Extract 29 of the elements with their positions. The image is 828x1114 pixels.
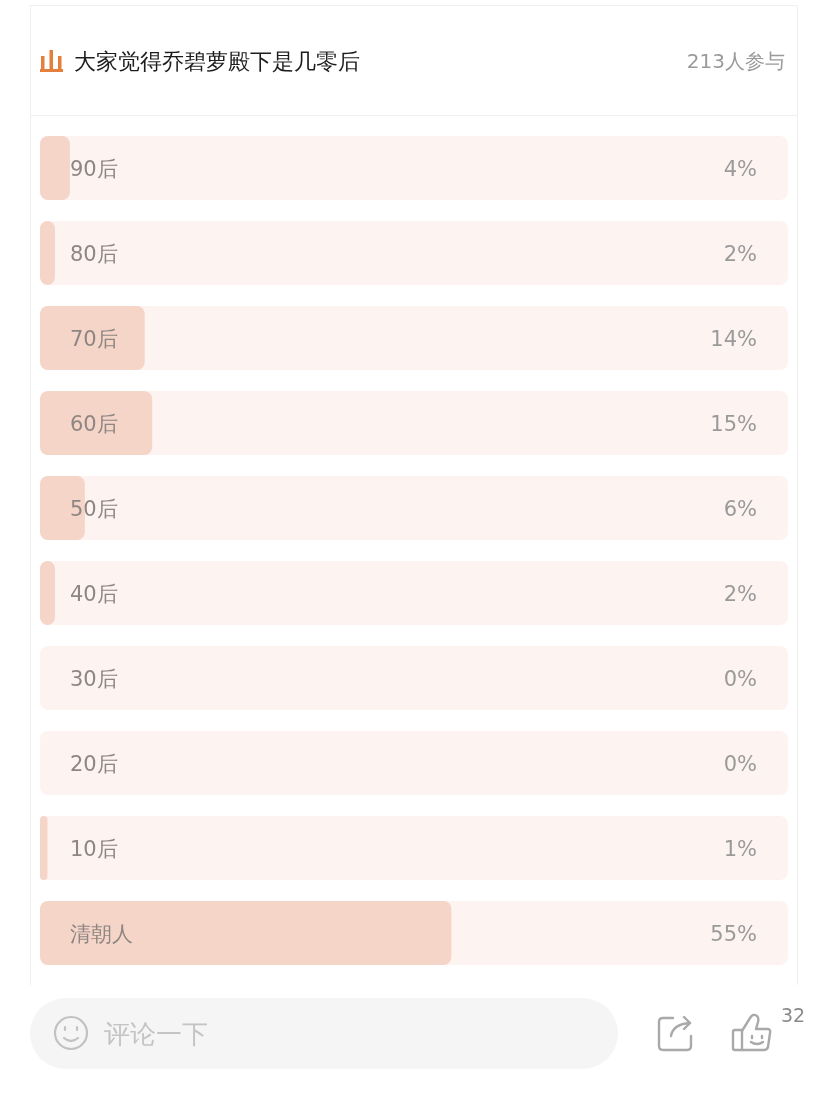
data-label: 14% [710,326,757,351]
y-tick-label: 30后 [70,666,118,691]
data-label: 1% [723,836,757,861]
bar [40,221,55,285]
data-label: 2% [723,241,757,266]
bar [40,391,153,455]
chart-title: 大家觉得乔碧萝殿下是几零后 [74,49,360,74]
y-tick-label: 70后 [70,326,118,351]
y-tick-label: 90后 [70,156,118,181]
y-tick-label: 10后 [70,836,118,861]
y-tick-label: 清朝人 [70,921,133,946]
data-label: 2% [723,581,757,606]
y-tick-label: 50后 [70,496,118,521]
y-tick-label: 60后 [70,411,118,436]
bar [40,816,48,880]
y-tick-label: 80后 [70,241,118,266]
data-label: 4% [723,156,757,181]
bar [40,561,55,625]
data-label: 15% [710,411,757,436]
data-label: 6% [723,496,757,521]
text: 32 [780,1004,806,1026]
data-label: 0% [723,666,757,691]
data-label: 55% [710,921,757,946]
y-tick-label: 20后 [70,751,118,776]
bar [40,306,145,370]
chart-subtitle: 213人参与 [686,49,785,73]
y-tick-label: 40后 [70,581,118,606]
data-label: 0% [723,751,757,776]
bar [40,136,70,200]
